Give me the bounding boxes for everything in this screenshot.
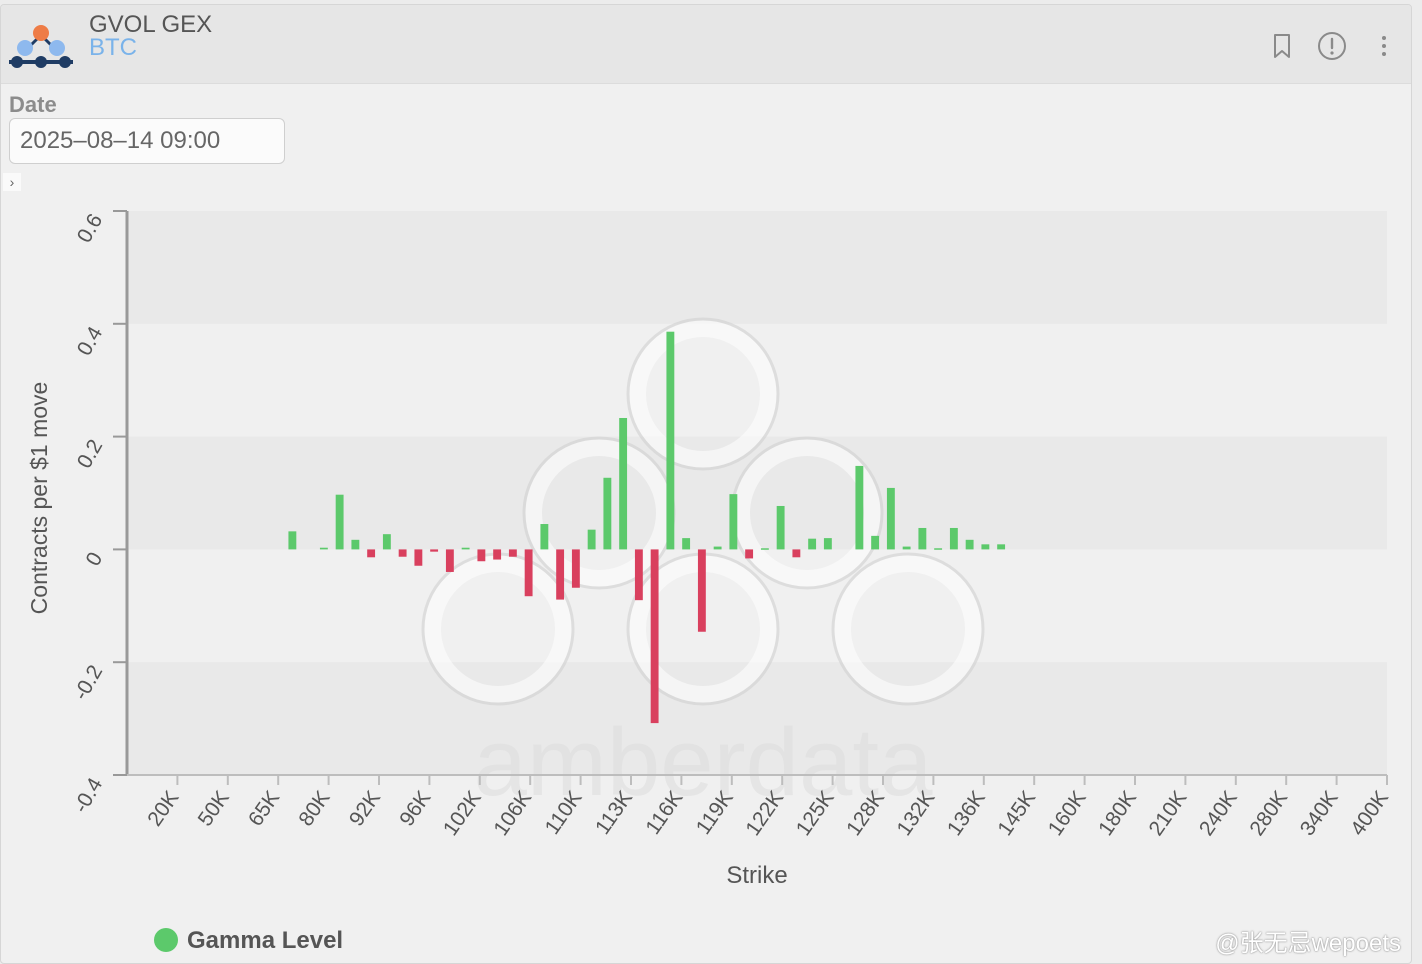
bar-negative xyxy=(697,549,706,632)
legend-swatch xyxy=(154,928,178,952)
x-tick-label: 92K xyxy=(345,787,385,831)
bar-positive xyxy=(713,546,722,550)
bar-positive xyxy=(540,524,549,550)
logo-dot-dark xyxy=(35,56,47,68)
panel-header: GVOL GEX BTC xyxy=(1,5,1411,84)
x-tick-label: 180K xyxy=(1094,787,1141,840)
x-tick-label: 210K xyxy=(1145,787,1192,840)
bar-negative xyxy=(367,549,376,558)
x-tick-label: 20K xyxy=(143,787,183,831)
y-tick-labels: 0.6 0.4 0.2 0 -0.2 -0.4 xyxy=(69,210,107,817)
bar-positive xyxy=(729,494,738,550)
bar-positive xyxy=(351,539,360,550)
gvol-logo xyxy=(9,25,73,68)
y-tick-label: 0.6 xyxy=(73,210,108,247)
bar-negative xyxy=(634,549,643,601)
bar-positive xyxy=(934,548,943,550)
bar-positive xyxy=(808,538,817,550)
bar-negative xyxy=(445,549,454,572)
bar-positive xyxy=(619,417,628,550)
panel-title: GVOL GEX xyxy=(89,11,213,38)
y-tick-label: 0.4 xyxy=(73,323,108,360)
bar-positive xyxy=(949,527,958,550)
grid-band xyxy=(127,211,1387,324)
chart-axes xyxy=(113,210,1388,785)
amberdata-watermark: amberdata xyxy=(421,317,985,816)
x-tick-label: 280K xyxy=(1245,787,1292,840)
bar-positive xyxy=(461,547,470,550)
bar-negative xyxy=(430,549,439,552)
logo-dot-light xyxy=(17,40,33,56)
bar-positive xyxy=(587,529,596,550)
x-axis-title: Strike xyxy=(726,862,787,889)
x-tick-label: 400K xyxy=(1346,787,1393,840)
bar-negative xyxy=(792,549,801,558)
x-tick-label: 96K xyxy=(395,787,435,831)
bar-positive xyxy=(855,465,864,550)
bar-negative xyxy=(524,549,533,597)
y-tick-label: -0.4 xyxy=(69,774,107,817)
bar-positive xyxy=(997,544,1006,550)
x-tick-label: 65K xyxy=(244,787,284,831)
x-tick-labels: 20K 50K 65K 80K 92K 96K 102K 106K 110K 113K 116K 11… xyxy=(143,787,1393,840)
bar-positive xyxy=(319,547,328,550)
gamma-bar-chart: amberdata 0.6 0.4 0.2 0 -0.2 -0.4 20K 50K 65K 80… xyxy=(26,210,1393,889)
chart-grid-bands xyxy=(127,211,1387,775)
bar-negative xyxy=(745,549,754,559)
date-label: Date xyxy=(9,92,57,117)
legend-label: Gamma Level xyxy=(187,927,344,954)
chart-bars xyxy=(288,331,1006,724)
y-tick-label: 0.2 xyxy=(73,436,108,473)
bar-negative xyxy=(398,549,407,557)
credit-watermark: @张无忌wepoets xyxy=(1215,930,1401,957)
bar-negative xyxy=(493,549,502,560)
watermark-brand-text: amberdata xyxy=(474,709,934,816)
bar-negative xyxy=(650,549,659,724)
x-tick-label: 240K xyxy=(1195,787,1242,840)
bar-positive xyxy=(965,539,974,550)
bar-negative xyxy=(571,549,580,588)
more-vertical-icon[interactable] xyxy=(1369,31,1399,61)
bar-positive xyxy=(886,487,895,550)
bookmark-icon[interactable] xyxy=(1267,31,1297,61)
x-tick-label: 160K xyxy=(1044,787,1091,840)
info-circle-icon[interactable] xyxy=(1317,31,1347,61)
x-tick-label: 136K xyxy=(943,787,990,840)
bar-positive xyxy=(918,527,927,550)
bar-positive xyxy=(760,548,769,550)
grid-band xyxy=(127,436,1387,550)
expand-chevron-icon[interactable]: › xyxy=(3,173,21,191)
y-axis-title: Contracts per $1 move xyxy=(26,382,52,615)
date-input[interactable] xyxy=(9,118,285,164)
x-tick-label: 80K xyxy=(294,787,334,831)
bar-positive xyxy=(335,494,344,550)
bar-positive xyxy=(776,505,785,550)
asset-subtitle: BTC xyxy=(89,34,137,61)
chart-panel: GVOL GEX BTC Date › xyxy=(0,4,1412,964)
bar-negative xyxy=(477,549,486,562)
bar-positive xyxy=(382,534,391,550)
logo-dot-dark xyxy=(11,56,23,68)
bar-positive xyxy=(981,544,990,550)
bar-positive xyxy=(682,538,691,550)
bar-positive xyxy=(823,538,832,550)
bar-positive xyxy=(871,535,880,550)
bar-positive xyxy=(603,477,612,550)
bar-negative xyxy=(556,549,565,600)
y-tick-label: -0.2 xyxy=(69,661,107,704)
bar-positive xyxy=(902,546,911,550)
bar-negative xyxy=(508,549,517,557)
x-tick-label: 340K xyxy=(1296,787,1343,840)
bar-negative xyxy=(414,549,423,566)
y-tick-label: 0 xyxy=(82,548,108,570)
logo-dot-orange xyxy=(33,25,49,41)
x-tick-label: 145K xyxy=(993,787,1040,840)
logo-dot-dark xyxy=(59,56,71,68)
logo-dot-light xyxy=(49,40,65,56)
bar-positive xyxy=(666,331,675,550)
x-tick-label: 50K xyxy=(194,787,234,831)
bar-positive xyxy=(288,531,297,550)
